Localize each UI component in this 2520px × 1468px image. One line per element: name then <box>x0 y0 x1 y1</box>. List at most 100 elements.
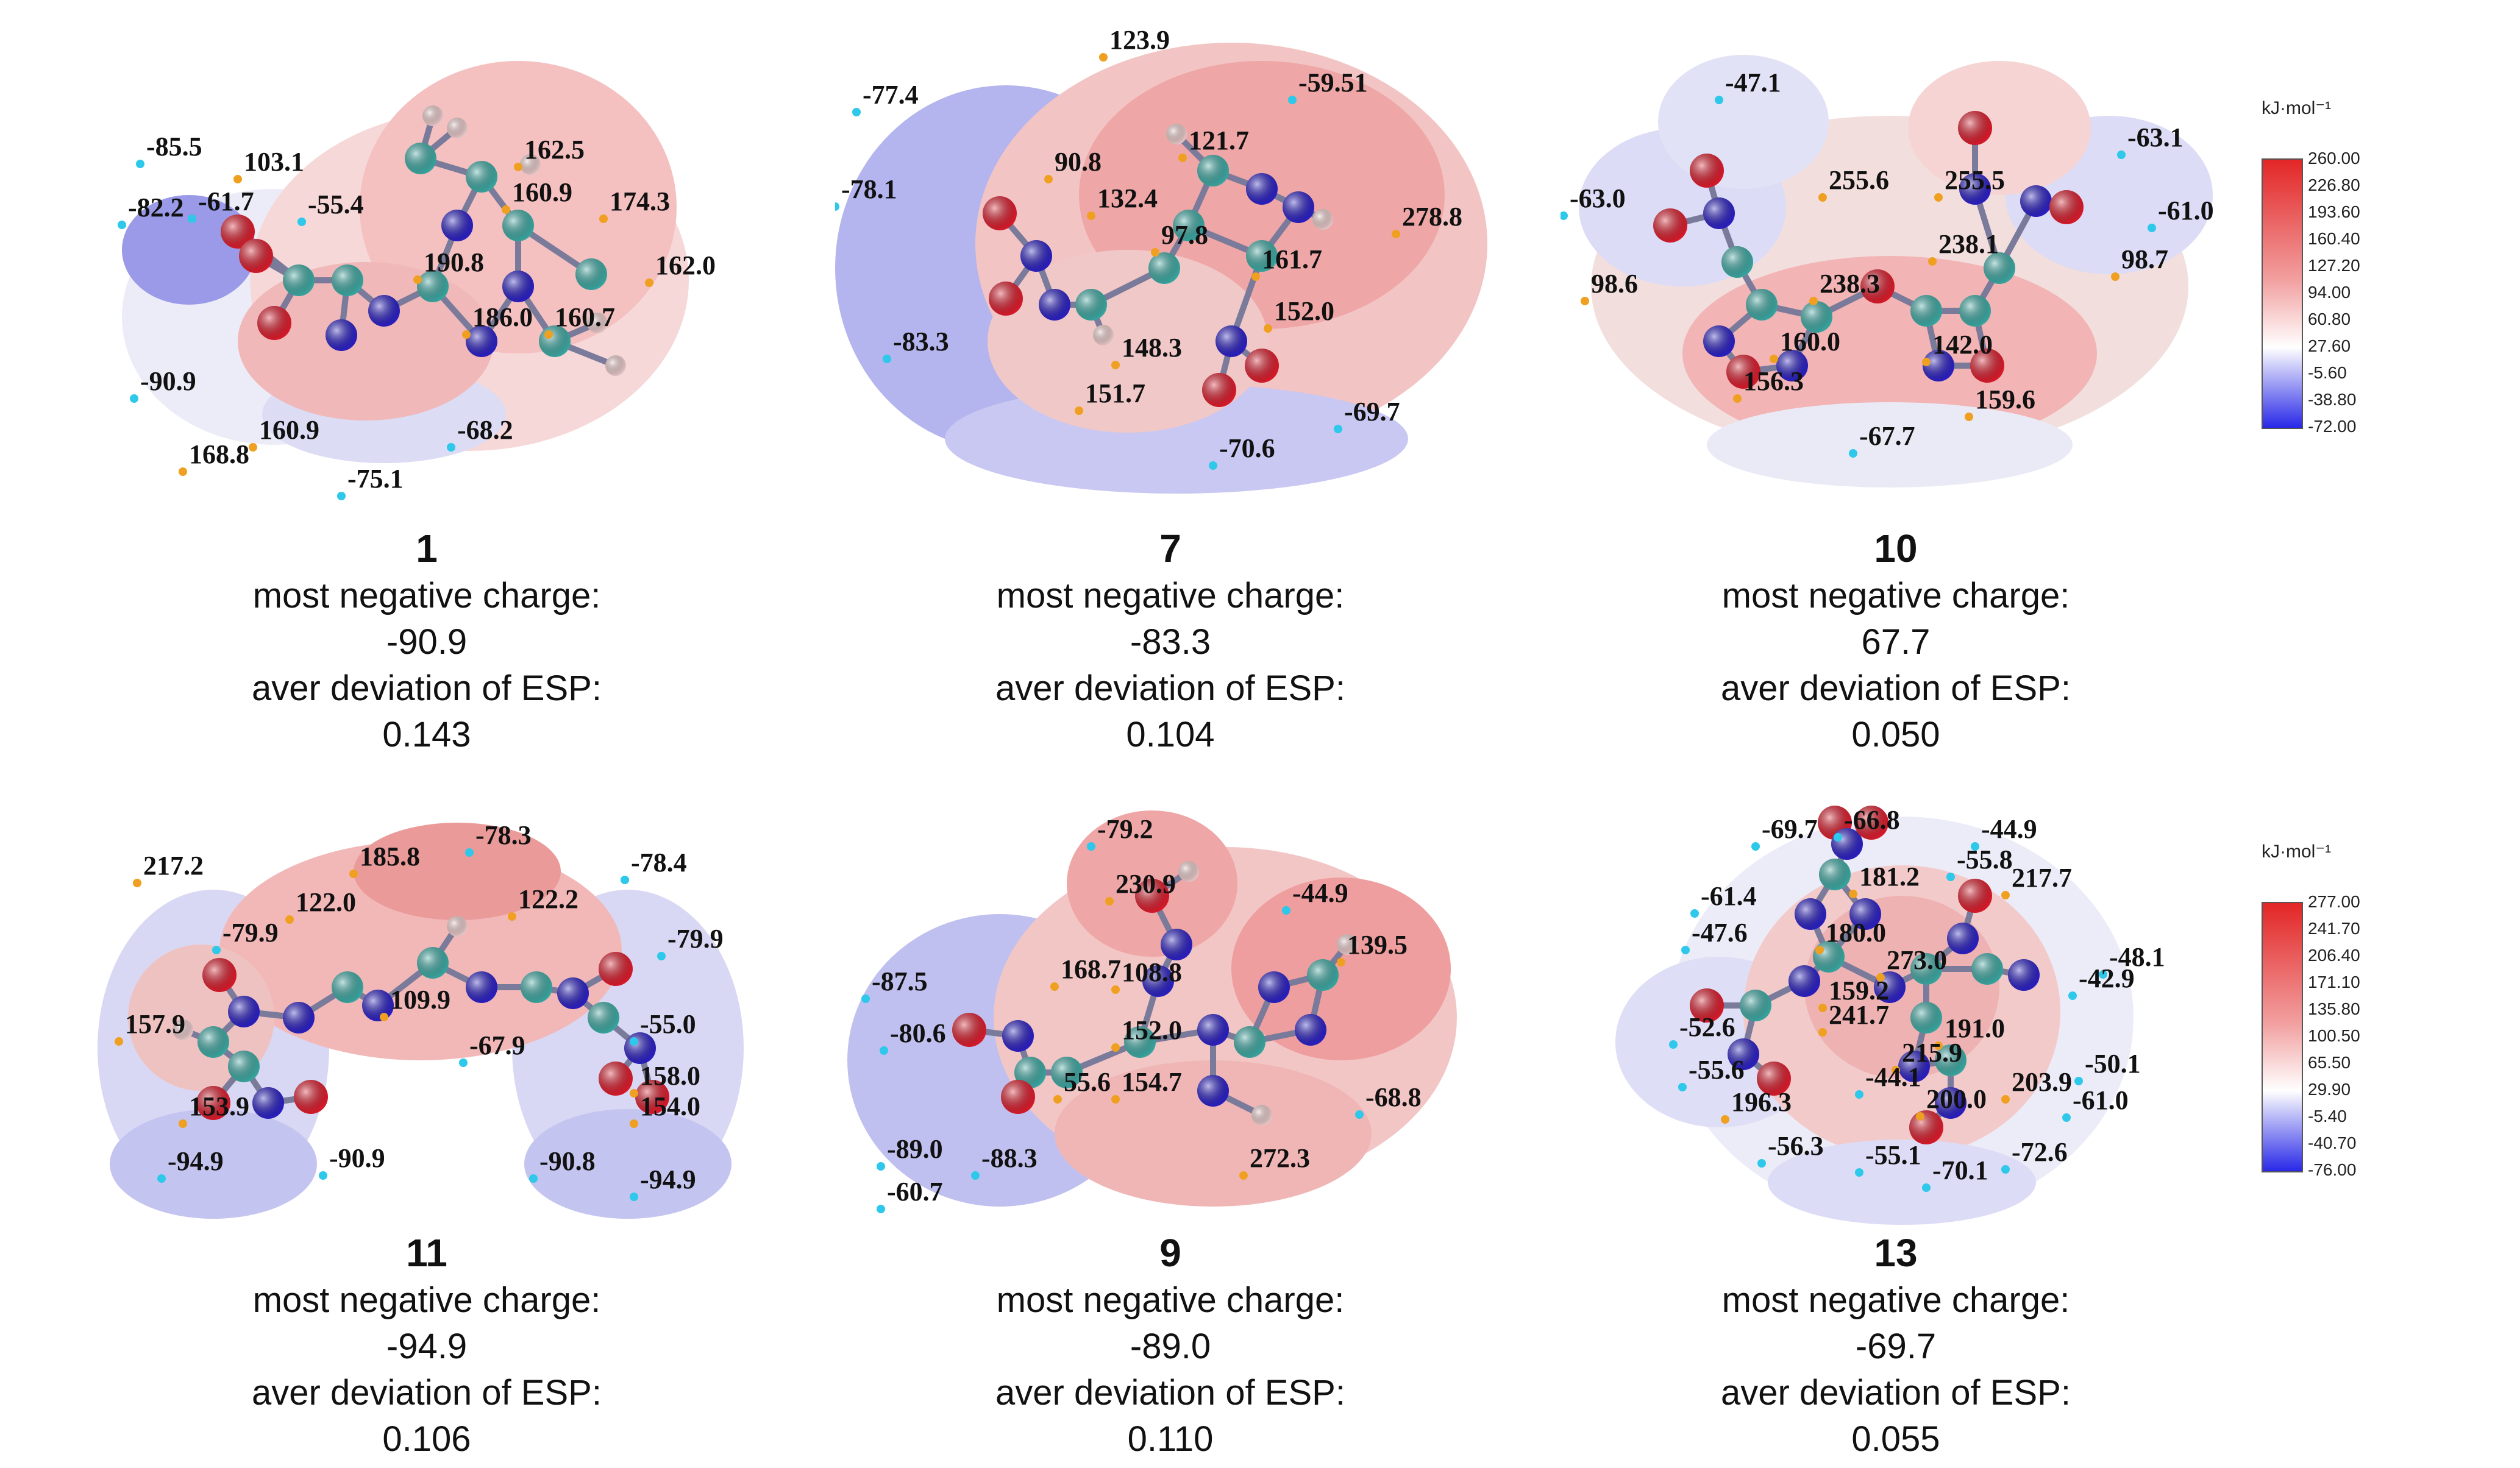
esp-value-label: -69.7 <box>1762 814 1818 844</box>
most-negative-charge-label: most negative charge: <box>1721 576 2070 615</box>
esp-minimum-marker <box>877 1205 885 1213</box>
atom-o <box>635 1080 669 1114</box>
molecule-11 <box>173 916 669 1120</box>
atom-o <box>1860 269 1895 303</box>
most-negative-charge-value: -94.9 <box>386 1327 468 1366</box>
legend-tick-label: 241.70 <box>2308 919 2360 938</box>
atom-h <box>520 154 541 175</box>
esp-maximum-marker <box>2001 891 2010 899</box>
average-deviation-label: aver deviation of ESP: <box>1721 668 2071 708</box>
esp-value-label: 203.9 <box>2012 1067 2072 1097</box>
most-negative-charge-value: -83.3 <box>1130 622 1211 662</box>
atom-h <box>447 916 468 937</box>
atom-n <box>1728 1038 1759 1070</box>
esp-value-label: -70.1 <box>1932 1155 1988 1185</box>
average-deviation-value: 0.110 <box>1127 1419 1214 1459</box>
esp-value-label: 121.7 <box>1189 126 1249 155</box>
esp-minimum-marker <box>2062 1113 2071 1122</box>
esp-minimum-marker <box>2068 991 2077 1000</box>
legend-tick-label: -5.40 <box>2308 1107 2347 1126</box>
legend-unit-label: kJ·mol⁻¹ <box>2262 98 2332 118</box>
esp-value-label: 255.6 <box>1829 165 1889 195</box>
molecule-7 <box>983 124 1333 407</box>
esp-value-label: -75.1 <box>347 464 404 494</box>
esp-minimum-marker <box>2074 1077 2083 1085</box>
most-negative-charge-label: most negative charge: <box>252 576 601 615</box>
atom-o <box>599 1062 633 1096</box>
esp-value-label: -77.4 <box>863 80 919 110</box>
esp-value-label: 98.6 <box>1591 269 1638 299</box>
esp-value-label: 191.0 <box>1945 1013 2005 1043</box>
atom-h <box>422 105 443 126</box>
atom-c <box>1051 1057 1083 1088</box>
atom-o <box>983 196 1017 230</box>
esp-maximum-marker <box>1965 413 1973 421</box>
esp-value-label: -70.6 <box>1219 433 1275 463</box>
esp-value-label: -52.6 <box>1679 1012 1735 1042</box>
atom-c <box>417 271 449 302</box>
atom-o <box>989 282 1023 316</box>
panel-compound-11: 217.2 185.8 -78.3 122.0 122.2 -78.4 -79.9 -79.9… <box>91 786 762 1468</box>
atom-n <box>1246 173 1278 205</box>
esp-value-label: -61.4 <box>1701 881 1757 911</box>
atom-n <box>1039 289 1070 321</box>
esp-maximum-marker <box>1733 394 1742 403</box>
esp-minimum-marker <box>1757 1159 1766 1168</box>
esp-value-label: 162.5 <box>524 135 585 165</box>
esp-maximum-marker <box>1151 248 1159 257</box>
esp-minimum-marker <box>459 1058 468 1067</box>
molecule-1 <box>221 105 626 376</box>
esp-value-label: 160.9 <box>512 177 572 207</box>
esp-value-label: -56.3 <box>1768 1131 1824 1161</box>
most-negative-charge-value: -89.0 <box>1130 1327 1211 1366</box>
atom-n <box>1935 1087 1967 1119</box>
esp-minimum-marker <box>2148 224 2156 232</box>
atom-o <box>294 1080 328 1114</box>
caption-10: 10 most negative charge: 67.7 aver devia… <box>1561 524 2231 758</box>
esp-value-label: 156.3 <box>1743 366 1804 396</box>
legend-tick-label: -76.00 <box>2308 1160 2357 1179</box>
atom-c <box>1740 990 1771 1021</box>
legend-tick-label: -72.00 <box>2308 417 2357 436</box>
esp-minimum-marker <box>657 952 666 960</box>
atom-n <box>1197 1075 1229 1107</box>
esp-value-label: 238.3 <box>1820 269 1880 299</box>
esp-value-label: 241.7 <box>1829 1000 1889 1030</box>
compound-number: 9 <box>1159 1231 1181 1275</box>
esp-value-label: -55.0 <box>640 1009 696 1039</box>
atom-c <box>332 264 363 296</box>
atom-o <box>257 306 291 340</box>
esp-value-label: 158.0 <box>640 1061 700 1091</box>
esp-maximum-marker <box>630 1119 638 1128</box>
legend-tick-label: 277.00 <box>2308 892 2360 911</box>
esp-maximum-marker <box>1044 175 1053 183</box>
average-deviation-value: 0.055 <box>1851 1419 1940 1459</box>
atom-o <box>1726 355 1760 389</box>
atom-c <box>1910 953 1942 985</box>
esp-value-label: -68.8 <box>1365 1082 1422 1112</box>
legend-tick-label: 94.00 <box>2308 283 2351 302</box>
esp-minimum-marker <box>835 202 839 211</box>
esp-maximum-marker <box>2111 272 2120 281</box>
atom-c <box>1307 959 1339 991</box>
esp-value-label: 186.0 <box>472 302 533 332</box>
atom-c <box>1148 252 1180 284</box>
esp-maximum-marker <box>1111 1043 1120 1052</box>
esp-minimum-marker <box>630 1193 638 1201</box>
esp-value-label: 217.7 <box>2012 863 2072 893</box>
esp-value-label: 108.8 <box>1122 957 1182 987</box>
atom-n <box>1216 325 1247 357</box>
esp-value-label: -61.0 <box>2073 1085 2129 1115</box>
atom-n <box>441 210 473 241</box>
esp-value-label: 185.8 <box>360 842 420 871</box>
esp-value-label: 152.0 <box>1122 1015 1182 1045</box>
atom-n <box>252 1087 284 1119</box>
esp-value-label: -67.9 <box>469 1030 525 1060</box>
esp-value-label: 160.7 <box>555 302 615 332</box>
atom-n <box>1020 240 1052 272</box>
atom-o <box>1909 1110 1943 1144</box>
esp-labels-1: -85.5 103.1 -82.2 -61.7 -55.4 162.5 160.9 174.3… <box>118 132 716 500</box>
atom-n <box>1923 350 1954 381</box>
atom-c <box>1819 859 1851 890</box>
esp-maximum-marker <box>1849 890 1857 898</box>
